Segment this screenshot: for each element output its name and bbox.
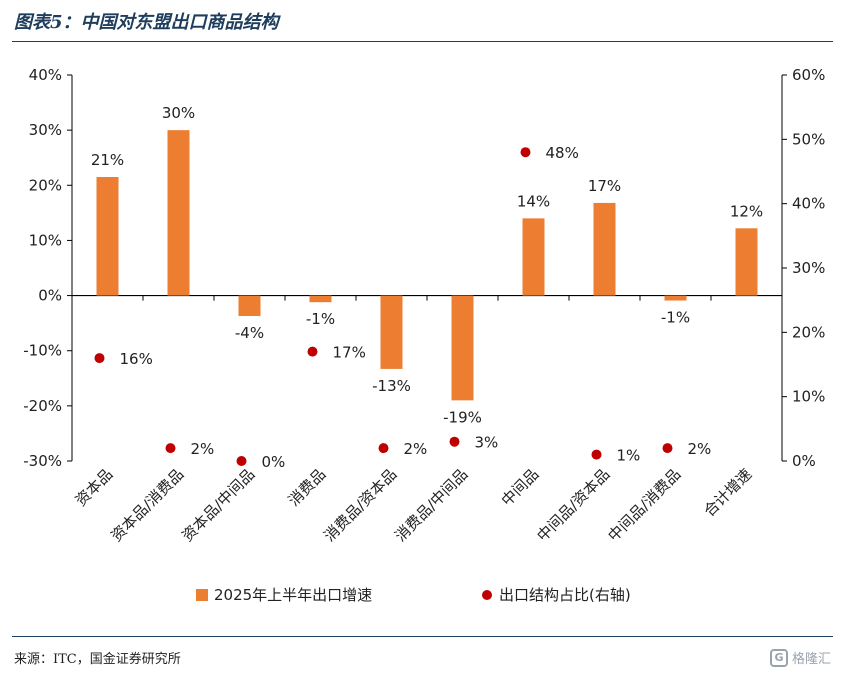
bar-value-label: -19% (443, 408, 482, 426)
dot (449, 436, 460, 447)
watermark-logo-icon: G (769, 648, 788, 667)
figure-title: 图表5：中国对东盟出口商品结构 (14, 12, 279, 33)
combo-chart: -30% -20% -10% 0% 10% 20% 30% 40% 0% 10% 20% 30% 40%… (23, 66, 825, 604)
watermark: G 格隆汇 (769, 648, 831, 667)
bar-value-label: -13% (372, 377, 411, 395)
y-left-tick-label: 40% (29, 66, 62, 84)
dot (662, 443, 673, 454)
chart-axes: -30% -20% -10% 0% 10% 20% 30% 40% 0% 10% 20% 30% 40%… (23, 66, 825, 545)
bar-value-label: 14% (517, 192, 550, 210)
dot-value-label: 2% (191, 440, 215, 458)
y-right-tick-label: 40% (792, 195, 825, 213)
legend-dot-swatch (482, 590, 492, 600)
dot-value-label: 17% (333, 344, 366, 362)
bar-value-label: 17% (588, 177, 621, 195)
watermark-text: 格隆汇 (791, 652, 831, 667)
dot (94, 353, 105, 364)
title-divider (12, 41, 833, 42)
y-right-tick-label: 20% (792, 323, 825, 341)
chart-legend: 2025年上半年出口增速 出口结构占比(右轴) (196, 586, 631, 604)
bar (593, 202, 616, 296)
bar (309, 295, 332, 303)
y-right-tick-label: 50% (792, 130, 825, 148)
dot-value-label: 0% (262, 453, 286, 471)
x-category-label: 消费品 (285, 465, 330, 510)
x-category-label: 中间品 (498, 465, 543, 510)
x-category-label: 中间品/消费品 (604, 465, 684, 545)
dot-value-label: 16% (120, 350, 153, 368)
dot (520, 147, 531, 158)
x-category-label: 消费品/资本品 (320, 465, 400, 545)
bar-value-label: 12% (730, 202, 763, 220)
x-category-label: 合计增速 (700, 465, 755, 520)
y-right-tick-label: 30% (792, 259, 825, 277)
dot (591, 449, 602, 460)
y-right-tick-label: 10% (792, 388, 825, 406)
dot-value-label: 48% (546, 144, 579, 162)
bar-value-label: -1% (306, 310, 335, 328)
y-right-tick-label: 60% (792, 66, 825, 84)
dot-value-label: 3% (475, 434, 499, 452)
bar (451, 295, 474, 401)
bar (96, 177, 119, 296)
bar-value-label: -1% (661, 309, 690, 327)
y-left-tick-label: 0% (38, 287, 62, 305)
x-category-label: 资本品/消费品 (107, 465, 187, 545)
dot (165, 443, 176, 454)
bar (380, 295, 403, 369)
x-category-label: 资本品 (72, 465, 117, 510)
y-left-tick-label: -20% (23, 397, 62, 415)
dot (236, 456, 247, 466)
dot-value-label: 1% (617, 447, 641, 465)
x-category-label: 中间品/资本品 (533, 465, 613, 545)
footer-divider (12, 636, 833, 637)
y-left-tick-label: -30% (23, 452, 62, 470)
y-left-tick-label: 30% (29, 121, 62, 139)
y-left-tick-label: -10% (23, 342, 62, 360)
bar (522, 218, 545, 296)
x-category-label: 消费品/中间品 (391, 465, 471, 545)
dot-value-label: 2% (688, 440, 712, 458)
dot-value-label: 2% (404, 440, 428, 458)
dot-series: 16% 2% 0% 17% 2% 3% 48% 1% 2% (94, 144, 712, 471)
bar (167, 130, 190, 296)
bar-value-label: -4% (235, 324, 264, 342)
bar-value-label: 21% (91, 151, 124, 169)
bar (238, 295, 261, 316)
bar-series: 21% 30% -4% -1% -13% -19% 14% 17% -1% 12% (91, 104, 763, 426)
bar (735, 228, 758, 296)
y-left-tick-label: 10% (29, 231, 62, 249)
source-note: 来源：ITC，国金证券研究所 (14, 652, 181, 667)
legend-bar-swatch (196, 589, 208, 601)
bar (664, 295, 687, 301)
y-left-tick-label: 20% (29, 176, 62, 194)
legend-dot-label: 出口结构占比(右轴) (499, 586, 631, 604)
y-right-tick-label: 0% (792, 452, 816, 470)
legend-bar-label: 2025年上半年出口增速 (214, 586, 372, 604)
dot (307, 346, 318, 357)
dot (378, 443, 389, 454)
bar-value-label: 30% (162, 104, 195, 122)
x-category-label: 资本品/中间品 (178, 465, 258, 545)
